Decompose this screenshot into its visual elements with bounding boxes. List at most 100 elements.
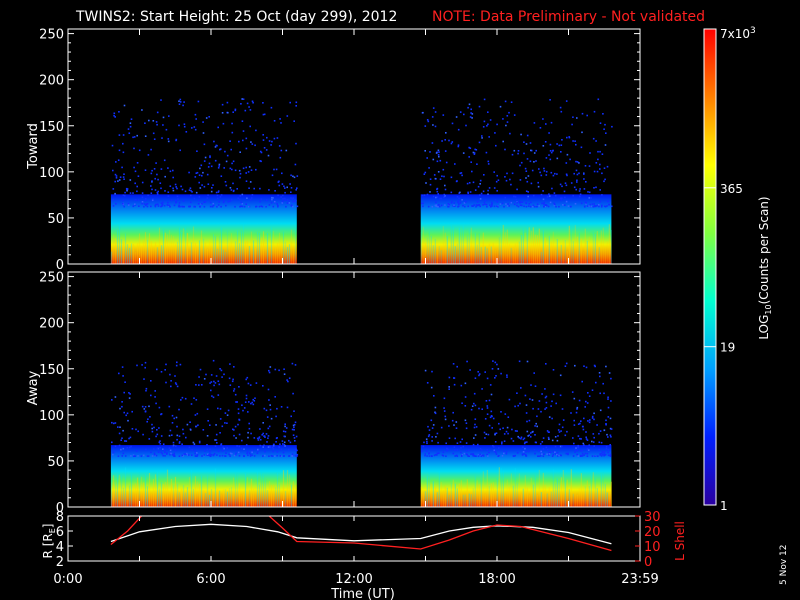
spectro-dot (593, 418, 595, 421)
series-r-line (110, 523, 612, 545)
spectro-streak (526, 487, 528, 507)
spectro-dot (292, 197, 294, 199)
spectro-dot (202, 171, 204, 174)
spectro-dot (293, 429, 295, 431)
spectro-streak (222, 489, 225, 507)
spectro-dot (527, 175, 530, 177)
spectro-dot (119, 426, 121, 428)
spectro-dot (457, 201, 459, 204)
spectro-dot (516, 452, 519, 454)
spectro-streak (288, 474, 291, 507)
spectro-streak (572, 241, 574, 264)
spectro-dot (489, 416, 492, 419)
spectro-dot (219, 455, 221, 457)
spectro-dot (270, 417, 273, 420)
spectro-dot (565, 100, 568, 102)
spectro-dot (172, 187, 174, 190)
spectro-streak (184, 226, 187, 264)
spectro-dot (486, 125, 488, 127)
spectro-dot (137, 455, 139, 457)
spectro-dot (194, 128, 197, 131)
spectro-dot (184, 190, 187, 193)
spectro-dot (170, 380, 172, 382)
spectro-dot (216, 194, 219, 197)
spectro-dot (526, 360, 529, 363)
spectro-dot (267, 435, 270, 437)
spectro-streak (528, 227, 530, 264)
spectro-dot (295, 105, 297, 107)
spectro-dot (182, 432, 185, 435)
spectro-dot (210, 389, 212, 392)
spectro-dot (576, 179, 578, 182)
spectro-dot (159, 447, 161, 449)
spectro-dot (573, 172, 575, 175)
spectro-dot (436, 190, 439, 193)
spectro-dot (593, 110, 596, 113)
spectro-dot (426, 193, 429, 196)
spectro-dot (583, 205, 586, 208)
spectro-dot (174, 183, 177, 186)
spectro-dot (234, 425, 237, 428)
spectro-dot (250, 169, 253, 171)
spectro-streak (242, 224, 245, 264)
spectro-dot (517, 205, 520, 208)
spectro-dot (525, 454, 527, 456)
spectro-dot (510, 437, 513, 440)
spectro-dot (503, 205, 505, 208)
spectro-dot (284, 199, 287, 201)
spectro-dot (144, 361, 147, 364)
spectro-dot (473, 402, 475, 405)
spectro-streak (160, 482, 163, 507)
spectro-dot (595, 186, 597, 189)
spectro-dot (291, 455, 293, 457)
spectro-dot (539, 443, 542, 445)
spectro-streak (248, 246, 251, 264)
spectro-dot (176, 195, 179, 198)
spectro-streak (194, 476, 197, 507)
spectro-streak (438, 246, 440, 264)
spectro-streak (442, 226, 444, 264)
spectro-dot (184, 397, 187, 400)
spectro-dot (573, 186, 576, 189)
spectro-dot (523, 205, 525, 208)
spectro-dot (565, 452, 568, 455)
spectro-dot (266, 441, 268, 443)
ylabel-orbit-left: R [RE] (41, 524, 57, 559)
spectro-dot (431, 427, 434, 429)
spectro-streak (226, 230, 229, 264)
spectro-dot (238, 386, 240, 388)
spectro-dot (248, 422, 250, 425)
spectro-dot (179, 98, 182, 101)
spectro-dot (444, 139, 446, 141)
spectro-streak (484, 246, 486, 264)
spectro-streak (132, 244, 135, 264)
spectro-streak (212, 234, 215, 264)
spectro-dot (260, 160, 262, 163)
spectro-dot (241, 404, 243, 406)
spectro-dot (214, 146, 217, 148)
spectro-dot (603, 392, 605, 395)
spectro-dot (610, 436, 612, 438)
spectro-dot (457, 205, 460, 207)
spectro-streak (520, 235, 522, 264)
spectro-streak (580, 238, 582, 264)
spectro-streak (292, 481, 295, 507)
spectro-streak (276, 472, 279, 507)
spectro-streak (610, 481, 612, 507)
spectro-dot (473, 204, 475, 206)
spectro-streak (478, 233, 480, 264)
spectro-dot (540, 410, 542, 413)
spectro-streak (270, 485, 273, 507)
spectro-dot (275, 415, 277, 418)
spectro-streak (574, 225, 576, 264)
spectro-dot (609, 417, 612, 420)
spectro-dot (136, 162, 139, 164)
spectro-dot (176, 187, 178, 190)
spectro-dot (151, 199, 154, 202)
spectro-dot (541, 441, 544, 443)
spectro-dot (493, 171, 495, 173)
spectro-dot (118, 372, 120, 375)
spectro-dot (527, 191, 529, 193)
spectro-dot (524, 167, 527, 170)
spectro-dot (504, 413, 507, 415)
